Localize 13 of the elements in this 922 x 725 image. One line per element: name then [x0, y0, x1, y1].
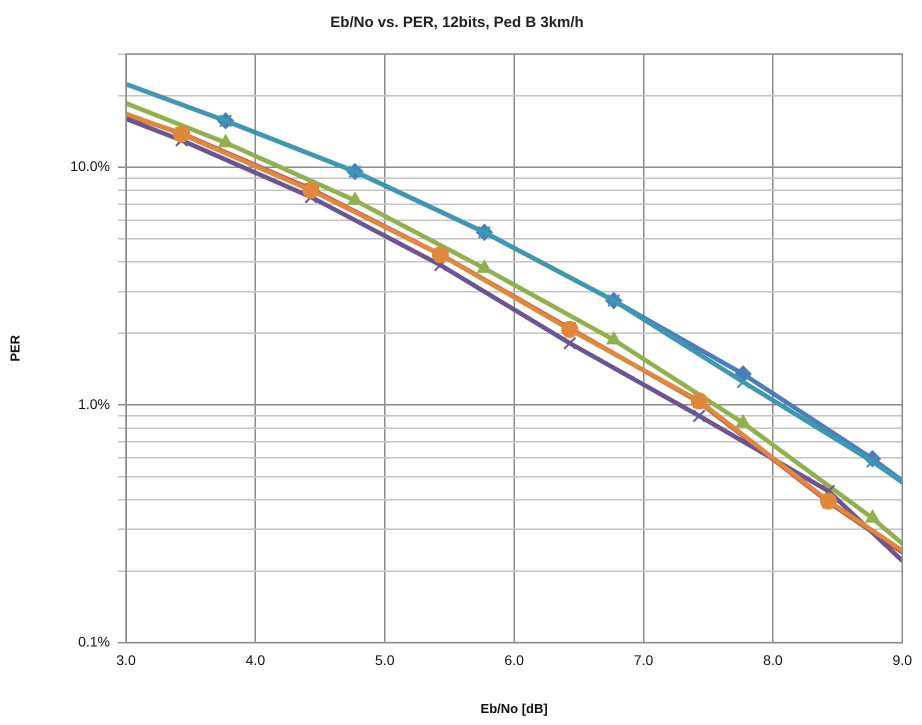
y-tick-label: 0.1% — [78, 633, 110, 650]
x-tick-label: 6.0 — [504, 652, 524, 668]
x-tick-label: 5.0 — [375, 652, 395, 668]
x-tick-label: 4.0 — [246, 652, 266, 668]
x-tick-label: 3.0 — [116, 652, 136, 668]
x-axis-title: Eb/No [dB] — [480, 700, 548, 716]
x-tick-label: 7.0 — [634, 652, 654, 668]
x-tick-label: 9.0 — [892, 652, 912, 668]
y-axis-title: PER — [7, 334, 22, 362]
x-tick-label: 8.0 — [763, 652, 783, 668]
y-tick-label: 1.0% — [78, 396, 110, 412]
chart-title: Eb/No vs. PER, 12bits, Ped B 3km/h — [330, 14, 584, 32]
y-tick-label: 10.0% — [70, 158, 110, 174]
